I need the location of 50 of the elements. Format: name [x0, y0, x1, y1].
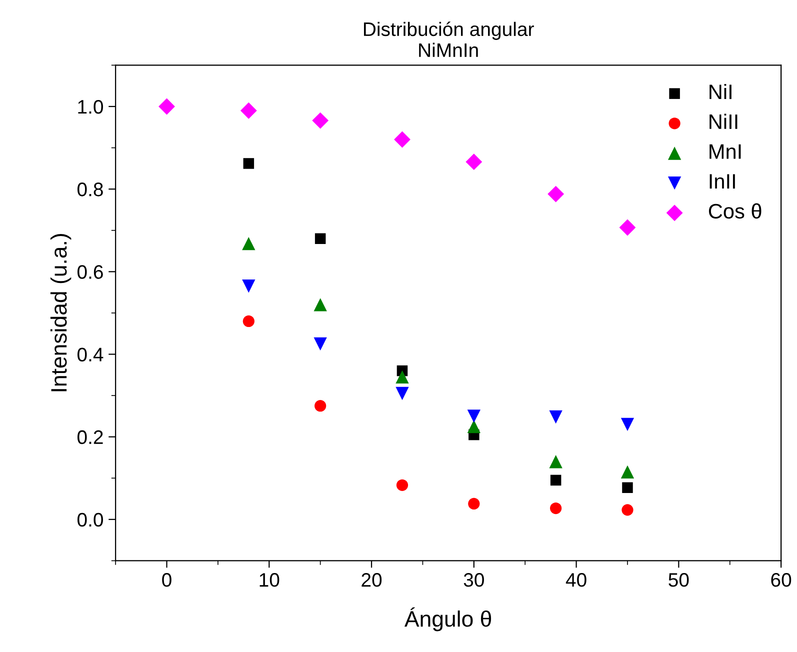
y-tick-label: 0.8 [77, 182, 103, 196]
point [467, 410, 480, 423]
y-axis-title: Intensidad (u.a.) [50, 234, 72, 392]
y-tick-label: 0.4 [77, 348, 104, 362]
x-tick-label: 60 [771, 573, 792, 587]
point [240, 102, 257, 119]
point [314, 298, 327, 312]
legend-label: NiI [710, 84, 732, 100]
x-tick-label: 20 [362, 573, 382, 587]
y-tick-label: 0.0 [77, 512, 103, 527]
point [549, 410, 562, 424]
x-axis-title: Ángulo θ [404, 607, 492, 632]
point [396, 386, 409, 400]
point [314, 337, 327, 351]
x-tick-label: 30 [464, 573, 484, 587]
point [550, 502, 562, 514]
point [620, 418, 634, 432]
point [242, 280, 256, 293]
point [242, 315, 254, 328]
chart-title: Distribución angular NiMnIn [364, 22, 534, 57]
legend-label: MnI [710, 144, 741, 159]
y-tick-label: 0.2 [77, 430, 103, 444]
point [620, 465, 634, 479]
point [396, 479, 408, 491]
x-tick-label: 40 [566, 573, 586, 587]
point [548, 186, 564, 202]
point [314, 233, 326, 244]
x-tick-label: 0 [162, 573, 172, 587]
point [466, 154, 482, 170]
point [158, 98, 175, 115]
point [622, 504, 634, 516]
y-tick-label: 1.0 [78, 100, 103, 114]
x-tick-label: 50 [668, 573, 689, 587]
point [243, 158, 254, 169]
point [314, 400, 326, 412]
point [622, 482, 633, 494]
point [396, 370, 409, 384]
point [468, 498, 480, 510]
x-tick-label: 10 [260, 573, 280, 587]
y-tick-label: 0.6 [77, 265, 103, 279]
legend-label: Cos θ [708, 203, 762, 219]
point [394, 131, 410, 148]
point [549, 455, 562, 468]
legend-label: InII [710, 174, 735, 189]
point [312, 112, 329, 129]
point [242, 237, 256, 250]
point [467, 420, 480, 434]
legend-label: NiII [710, 114, 738, 129]
point [550, 474, 562, 486]
point [619, 219, 636, 236]
